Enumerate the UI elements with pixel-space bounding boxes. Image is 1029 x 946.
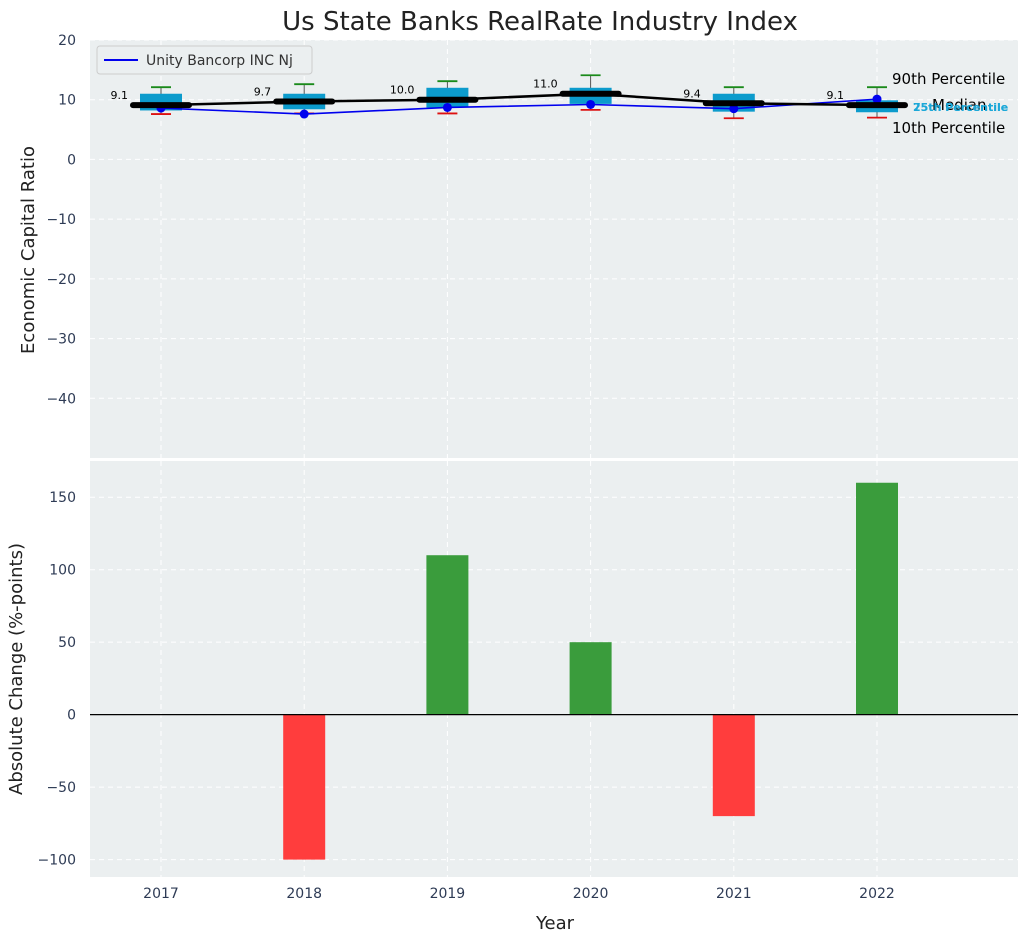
top-y-tick-label: 20 <box>58 33 76 49</box>
bottom-y-tick-label: 50 <box>58 635 76 651</box>
x-axis-label: Year <box>535 913 575 934</box>
x-ticks: 2017 2018 2019 2020 2021 2022 <box>143 886 895 902</box>
x-tick-label-2018: 2018 <box>286 886 322 902</box>
bottom-y-axis-label: Absolute Change (%-points) <box>6 543 27 795</box>
x-tick-label-2022: 2022 <box>859 886 895 902</box>
company-point-2020 <box>586 99 596 109</box>
legend-box <box>96 45 313 75</box>
legend-label: Unity Bancorp INC Nj <box>146 53 293 69</box>
legend[interactable]: Unity Bancorp INC Nj <box>96 45 313 75</box>
bottom-y-tick-label: −50 <box>46 780 76 796</box>
x-tick-label-2019: 2019 <box>430 886 466 902</box>
series-lines: 9.1 9.7 10.0 11.0 9.4 9.1 <box>111 78 908 119</box>
bottom-y-tick-label: −100 <box>38 853 76 869</box>
chart-title: Us State Banks RealRate Industry Index <box>282 7 798 37</box>
median-value-label-2017: 9.1 <box>111 89 129 102</box>
change-bar-2019 <box>426 555 469 715</box>
annotation-90th-percentile: 90th Percentile <box>892 70 1005 88</box>
top-panel: 20 10 0 −10 −20 −30 −40 9.1 9.7 10.0 11.0 9.4 9.1 9… <box>18 33 1018 458</box>
annotation-75th-percentile: 75th Percentile <box>913 101 1008 114</box>
change-bar-2022 <box>856 482 898 715</box>
median-value-label-2022: 9.1 <box>827 89 845 102</box>
median-value-label-2019: 10.0 <box>390 84 415 97</box>
company-series-line <box>160 98 878 115</box>
x-tick-label-2017: 2017 <box>143 886 179 902</box>
median-value-label-2020: 11.0 <box>533 78 558 91</box>
x-tick-label-2020: 2020 <box>573 886 609 902</box>
x-tick-label-2021: 2021 <box>716 886 752 902</box>
change-bar-2018 <box>283 714 326 860</box>
top-y-tick-label: −10 <box>46 212 76 228</box>
top-y-axis-label: Economic Capital Ratio <box>18 146 39 354</box>
company-point-2022 <box>872 94 882 104</box>
percentile-annotations: 90th Percentile Median 10th Percentile 7… <box>892 70 1008 137</box>
bottom-panel: 150 100 50 0 −50 −100 2017 2018 2019 2020 2021 202… <box>6 461 1018 934</box>
top-y-tick-label: 10 <box>58 93 76 109</box>
annotation-10th-percentile: 10th Percentile <box>892 119 1005 137</box>
bottom-y-tick-label: 100 <box>49 563 76 579</box>
median-value-label-2018: 9.7 <box>254 86 272 99</box>
top-y-ticks: 20 10 0 −10 −20 −30 −40 <box>46 33 76 407</box>
top-y-tick-label: −40 <box>46 391 76 407</box>
change-bars <box>283 482 898 860</box>
bottom-y-tick-label: 0 <box>67 708 76 724</box>
median-value-label-2021: 9.4 <box>683 87 701 100</box>
company-point-2021 <box>729 104 739 114</box>
top-y-tick-label: −20 <box>46 272 76 288</box>
top-gridlines <box>90 39 1018 458</box>
annotation-25th-percentile: 25th Percentile <box>913 101 1008 114</box>
top-y-tick-label: 0 <box>67 152 76 168</box>
annotation-median: Median <box>932 96 987 114</box>
change-bar-2021 <box>712 714 755 817</box>
company-point-2019 <box>442 102 452 112</box>
bottom-y-tick-label: 150 <box>49 490 76 506</box>
bottom-y-ticks: 150 100 50 0 −50 −100 <box>38 490 76 868</box>
top-y-tick-label: −30 <box>46 332 76 348</box>
company-point-2018 <box>299 109 309 119</box>
change-bar-2020 <box>569 642 612 715</box>
